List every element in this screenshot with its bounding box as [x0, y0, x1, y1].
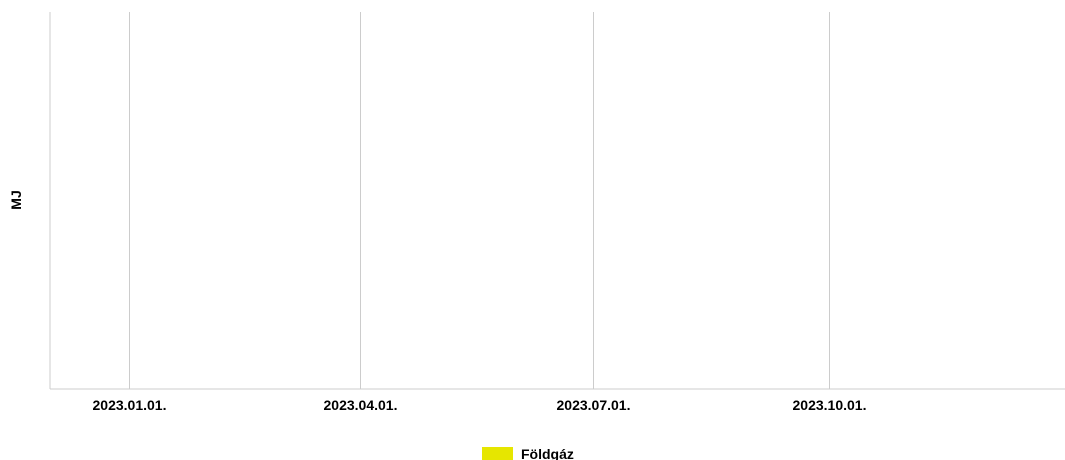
x-tick-labels: 2023.01.01. 2023.04.01. 2023.07.01. 2023.10… [93, 397, 867, 413]
legend-swatch[interactable] [482, 447, 513, 460]
x-tick-label: 2023.01.01. [93, 397, 167, 413]
x-tick-label: 2023.04.01. [324, 397, 398, 413]
grid-lines [129, 12, 830, 389]
x-tick-label: 2023.07.01. [557, 397, 631, 413]
legend-label[interactable]: Földgáz [521, 446, 574, 460]
legend[interactable]: Földgáz [482, 446, 574, 460]
y-axis-title: MJ [8, 190, 24, 209]
x-tick-label: 2023.10.01. [793, 397, 867, 413]
